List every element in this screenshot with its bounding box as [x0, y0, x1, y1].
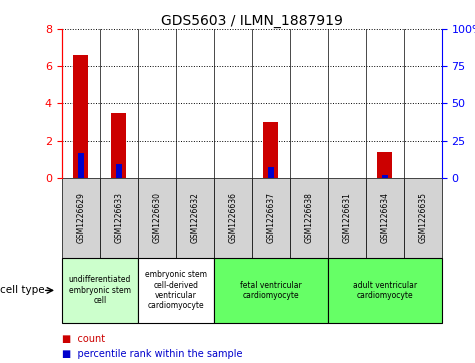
Bar: [214, 258, 328, 323]
Text: GSM1226634: GSM1226634: [380, 192, 389, 243]
Bar: [62, 258, 138, 323]
Text: GSM1226635: GSM1226635: [418, 192, 427, 243]
Bar: [138, 258, 214, 323]
Bar: [100, 178, 138, 258]
Bar: [328, 258, 442, 323]
Bar: [263, 122, 278, 178]
Text: embryonic stem
cell-derived
ventricular
cardiomyocyte: embryonic stem cell-derived ventricular …: [145, 270, 207, 310]
Bar: [252, 178, 290, 258]
Bar: [268, 167, 274, 178]
Text: GSM1226630: GSM1226630: [152, 192, 161, 243]
Bar: [290, 178, 328, 258]
Bar: [328, 178, 366, 258]
Bar: [377, 152, 392, 178]
Text: GSM1226637: GSM1226637: [266, 192, 275, 243]
Bar: [62, 178, 100, 258]
Bar: [176, 178, 214, 258]
Bar: [73, 55, 88, 178]
Text: fetal ventricular
cardiomyocyte: fetal ventricular cardiomyocyte: [240, 281, 302, 300]
Bar: [382, 175, 388, 178]
Text: GSM1226638: GSM1226638: [304, 192, 313, 243]
Title: GDS5603 / ILMN_1887919: GDS5603 / ILMN_1887919: [161, 14, 342, 28]
Text: GSM1226633: GSM1226633: [114, 192, 123, 243]
Text: ■  count: ■ count: [62, 334, 105, 344]
Text: GSM1226631: GSM1226631: [342, 192, 351, 243]
Text: GSM1226636: GSM1226636: [228, 192, 237, 243]
Bar: [214, 178, 252, 258]
Bar: [404, 178, 442, 258]
Bar: [116, 164, 122, 178]
Text: GSM1226629: GSM1226629: [76, 192, 85, 243]
Bar: [366, 178, 404, 258]
Text: undifferentiated
embryonic stem
cell: undifferentiated embryonic stem cell: [68, 276, 131, 305]
Bar: [78, 152, 84, 178]
Text: adult ventricular
cardiomyocyte: adult ventricular cardiomyocyte: [352, 281, 417, 300]
Bar: [138, 178, 176, 258]
Text: cell type: cell type: [0, 285, 45, 295]
Text: GSM1226632: GSM1226632: [190, 192, 199, 243]
Bar: [111, 113, 126, 178]
Text: ■  percentile rank within the sample: ■ percentile rank within the sample: [62, 349, 242, 359]
